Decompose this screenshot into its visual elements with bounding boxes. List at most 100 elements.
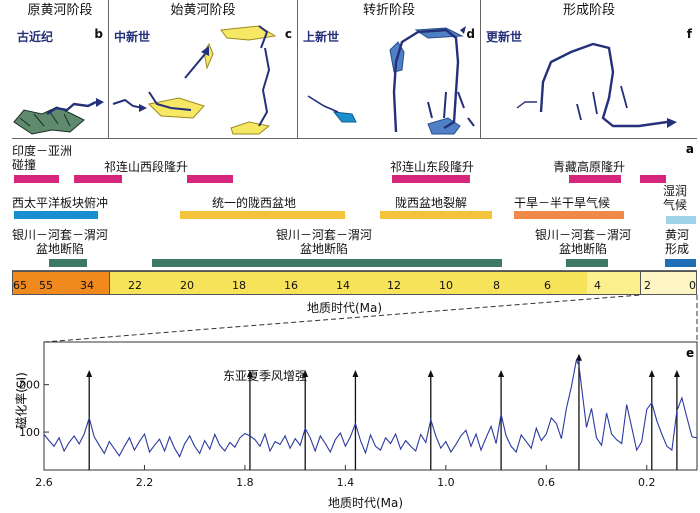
bar-qinghai-tibet-2 [640, 175, 666, 183]
bar-qilian-east [392, 175, 470, 183]
peak-arrow-icon [498, 370, 505, 377]
chart-annotation: 东亚夏季风增强 [223, 369, 308, 383]
panel-letter: f [686, 27, 692, 41]
panel-title: 更新世 [486, 30, 523, 44]
event-qinghai-tibet: 青藏高原隆升 [553, 160, 626, 174]
river-line [576, 85, 628, 121]
bar-arid [514, 211, 624, 219]
river-line [392, 28, 460, 133]
event-yellow-river: 黄河 形成 [665, 228, 690, 256]
susceptibility-series-line [43, 358, 698, 458]
panel-letter: d [466, 27, 475, 41]
geo-axis-title: 地质时代(Ma) [307, 301, 383, 315]
tick-6: 6 [544, 279, 551, 292]
panel-letter: c [284, 27, 292, 41]
x-tick-label: 1.8 [236, 476, 254, 489]
tick-2: 2 [644, 279, 651, 292]
tick-16: 16 [284, 279, 298, 292]
basin-polygon [230, 121, 271, 135]
x-tick-label: 1.4 [337, 476, 355, 489]
stage-label-xingcheng: 形成阶段 [562, 3, 615, 18]
panel-d: 上新世 d [298, 22, 481, 138]
river-arrow-icon [460, 26, 466, 34]
bar-india [14, 175, 59, 183]
tick-8: 8 [493, 279, 500, 292]
event-arid-climate: 干旱－半干旱气候 [514, 196, 611, 210]
river-arrow-icon [139, 104, 147, 112]
axis-band-orange [12, 271, 110, 295]
peak-arrow-icon [673, 370, 680, 377]
map-d-drawing [307, 26, 475, 135]
peak-arrow-icon [352, 370, 359, 377]
timeline-letter: a [685, 142, 694, 156]
peak-arrow-icon [427, 370, 434, 377]
stage-label-zhuanzhe: 转折阶段 [298, 0, 481, 22]
basin-polygon [220, 25, 277, 41]
timeline-frame [12, 138, 697, 271]
axis-band-lightyellow [587, 271, 640, 295]
axis-band-yellow [110, 271, 587, 295]
peak-arrow-icon [648, 370, 655, 377]
tick-10: 10 [439, 279, 453, 292]
bar-humid [666, 216, 696, 224]
panel-c: 中新世 c [109, 22, 298, 138]
chart-ylabel: 磁化率(SI) [14, 372, 29, 429]
map-b-drawing [13, 98, 104, 135]
tick-0: 0 [689, 279, 696, 292]
river-line [46, 100, 97, 115]
tick-14: 14 [336, 279, 350, 292]
event-yinchuan-1: 银川－河套－渭河 盆地断陷 [12, 228, 109, 256]
stage-label-shi: 始黄河阶段 [109, 0, 298, 22]
peak-arrow-icon [575, 353, 582, 361]
event-qilian-west: 祁连山西段隆升 [104, 160, 189, 174]
tick-12: 12 [387, 279, 401, 292]
event-qilian-east: 祁连山东段隆升 [390, 160, 475, 174]
event-longxi-rift: 陇西盆地裂解 [395, 196, 468, 210]
bar-yinchuan-1 [49, 259, 87, 267]
axis-band-pale [640, 271, 697, 295]
stage-label-yuan: 原黄河阶段 [12, 0, 109, 22]
bar-longxi-unified [180, 211, 345, 219]
basin-polygon [13, 106, 85, 135]
bar-pacific [14, 211, 98, 219]
panel-title: 上新世 [303, 30, 340, 44]
tick-65: 65 [13, 279, 27, 292]
tick-18: 18 [232, 279, 246, 292]
river-arrow-icon [667, 118, 677, 128]
peak-arrow-icon [86, 370, 93, 377]
panel-f: 更新世 f [481, 22, 697, 138]
tick-55: 55 [39, 279, 53, 292]
bar-yinchuan-3 [566, 259, 608, 267]
tick-34: 34 [80, 279, 94, 292]
x-tick-label: 0.6 [538, 476, 556, 489]
x-tick-label: 1.0 [437, 476, 455, 489]
chart-letter: e [686, 346, 695, 360]
river-line [427, 91, 465, 119]
panel-title: 古近纪 [17, 30, 54, 44]
event-india-collision: 印度－亚洲 碰撞 [12, 144, 73, 172]
river-line [516, 101, 537, 109]
event-longxi-unified: 统一的陇西盆地 [212, 196, 297, 210]
river-line [258, 47, 271, 127]
bar-qilian-west [74, 175, 122, 183]
river-line [539, 42, 668, 128]
river-line [467, 117, 475, 127]
river-arrow-icon [201, 46, 209, 56]
event-humid-climate: 湿润 气候 [663, 184, 688, 212]
chart-xlabel: 地质时代(Ma) [328, 496, 404, 510]
x-tick-label: 0.2 [638, 476, 656, 489]
river-line [184, 53, 206, 79]
event-yinchuan-2: 银川－河套－渭河 盆地断陷 [276, 228, 373, 256]
river-arrow-icon [96, 98, 104, 107]
event-pacific-subduction: 西太平洋板块俯冲 [12, 196, 109, 210]
bar-longxi-rift [380, 211, 492, 219]
river-line [112, 98, 144, 109]
tick-22: 22 [128, 279, 142, 292]
panel-letter: b [94, 27, 103, 41]
map-f-drawing [516, 42, 677, 128]
bar-qilian-west-2 [187, 175, 233, 183]
x-tick-label: 2.6 [35, 476, 53, 489]
panel-title: 中新世 [114, 30, 151, 44]
panel-b: 古近纪 b [12, 22, 109, 138]
tick-20: 20 [180, 279, 194, 292]
